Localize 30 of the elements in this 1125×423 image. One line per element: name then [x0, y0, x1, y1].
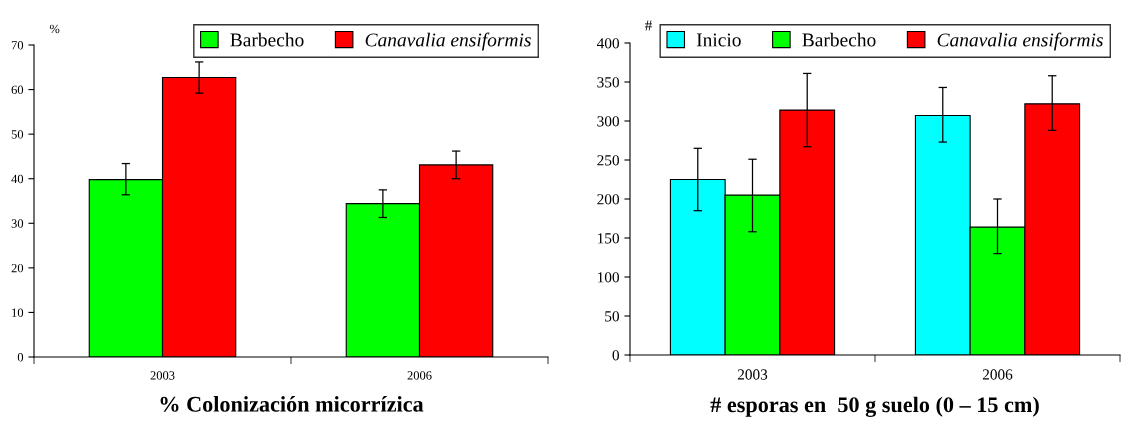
- x-tick-label: 2003: [737, 369, 768, 380]
- y-tick-label: 40: [11, 174, 24, 184]
- y-tick-label: 20: [11, 263, 24, 273]
- y-tick-label: 100: [598, 272, 619, 283]
- y-tick-label: 400: [596, 38, 619, 49]
- x-axis-title: # esporas en 50 g suelo (0 – 15 cm): [710, 396, 1039, 417]
- y-tick-label: 350: [597, 77, 619, 88]
- legend-label: Canavalia ensiformis: [937, 32, 1103, 51]
- y-tick-label: 10: [12, 308, 24, 317]
- y-tick-label: 0: [17, 353, 24, 362]
- y-tick-label: 60: [11, 85, 24, 95]
- y-tick-label: 50: [11, 130, 24, 139]
- y-tick-label: 70: [11, 41, 24, 50]
- y-tick-label: 50: [605, 311, 619, 322]
- y-tick-label: 0: [612, 350, 619, 361]
- x-tick-label: 2003: [150, 371, 175, 380]
- y-axis-title: #: [644, 20, 653, 31]
- y-tick-label: 30: [11, 219, 24, 228]
- y-axis-title: %: [49, 24, 60, 34]
- y-tick-label: 250: [597, 155, 619, 166]
- legend-label: Barbecho: [802, 32, 876, 47]
- legend-label: Inicio: [696, 33, 741, 47]
- y-tick-label: 300: [597, 116, 619, 127]
- legend-label: Canavalia ensiformis: [365, 32, 531, 51]
- x-axis-title: % Colonización micorrízica: [160, 396, 424, 412]
- y-tick-label: 200: [597, 194, 619, 205]
- x-tick-label: 2006: [982, 369, 1013, 380]
- y-tick-label: 150: [598, 233, 619, 244]
- legend-label: Barbecho: [230, 32, 304, 47]
- x-tick-label: 2006: [407, 371, 432, 380]
